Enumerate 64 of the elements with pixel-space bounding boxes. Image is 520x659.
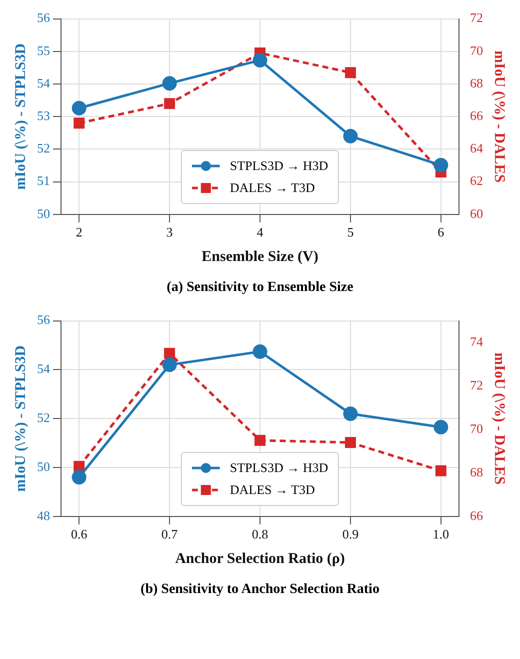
- point: [162, 358, 177, 372]
- point: [252, 52, 268, 68]
- legend-label: DALES → T3D: [230, 482, 315, 498]
- x-tick-label: 6: [438, 224, 445, 240]
- y2-tick-label: 72: [470, 377, 483, 392]
- y-tick-label: 52: [37, 140, 50, 156]
- y2-tick-label: 70: [470, 420, 483, 436]
- legend-label: STPLS3D → H3D: [230, 158, 328, 174]
- y2-tick-label: 70: [470, 42, 483, 58]
- point: [164, 348, 176, 359]
- y-axis-title: mIoU (\%) - STPLS3D: [12, 345, 29, 492]
- y2-tick-label: 68: [470, 75, 483, 90]
- x-tick-label: 4: [256, 224, 264, 240]
- point: [343, 406, 358, 421]
- y2-tick-label: 60: [470, 206, 483, 221]
- y-tick-label: 56: [37, 312, 50, 328]
- y-tick-label: 54: [37, 75, 50, 90]
- y-tick-label: 56: [37, 10, 50, 26]
- y-tick-label: 53: [37, 108, 50, 124]
- y2-axis-title: mIoU (\%) - DALES: [491, 50, 508, 183]
- x-tick-label: 2: [76, 224, 82, 240]
- x-tick-label: 3: [166, 224, 173, 240]
- point: [74, 118, 85, 129]
- point: [254, 434, 266, 446]
- y2-tick-label: 62: [470, 173, 483, 188]
- point: [434, 420, 448, 434]
- y-tick-label: 51: [37, 173, 50, 188]
- y-tick-label: 50: [37, 206, 50, 221]
- y2-tick-label: 68: [470, 464, 483, 480]
- x-axis-title: Anchor Selection Ratio (ρ): [175, 550, 345, 567]
- x-tick-label: 5: [347, 224, 354, 240]
- x-axis-title: Ensemble Size (V): [202, 248, 318, 265]
- y2-tick-label: 72: [470, 10, 483, 26]
- point: [72, 470, 86, 485]
- x-tick-label: 0.7: [161, 526, 178, 542]
- point: [252, 344, 268, 359]
- point: [344, 67, 356, 78]
- point: [162, 76, 177, 91]
- x-tick-label: 0.9: [342, 526, 359, 542]
- y-axis-title: mIoU (\%) - STPLS3D: [12, 43, 29, 190]
- y-tick-label: 52: [37, 410, 50, 426]
- y-tick-label: 50: [37, 458, 50, 474]
- text: (a) Sensitivity to Ensemble Size: [166, 280, 354, 296]
- y2-tick-label: 64: [470, 140, 484, 156]
- y2-tick-label: 66: [470, 108, 484, 124]
- point: [435, 465, 446, 476]
- x-tick-label: 1.0: [432, 526, 450, 542]
- y-tick-label: 48: [37, 508, 50, 523]
- y2-tick-label: 66: [470, 508, 484, 523]
- point: [343, 128, 358, 144]
- legend-label: STPLS3D → H3D: [230, 460, 328, 476]
- x-tick-label: 0.6: [70, 526, 88, 542]
- y-tick-label: 55: [37, 42, 50, 58]
- x-tick-label: 0.8: [252, 526, 268, 542]
- text: (b) Sensitivity to Anchor Selection Ratio: [140, 582, 380, 598]
- y-tick-label: 54: [37, 361, 50, 376]
- legend-label: DALES → T3D: [230, 180, 315, 196]
- point: [74, 460, 85, 472]
- point: [434, 158, 448, 172]
- y2-axis-title: mIoU (\%) - DALES: [491, 352, 508, 485]
- point: [164, 98, 176, 110]
- y2-tick-label: 74: [470, 334, 484, 349]
- point: [72, 100, 86, 116]
- point: [344, 437, 356, 448]
